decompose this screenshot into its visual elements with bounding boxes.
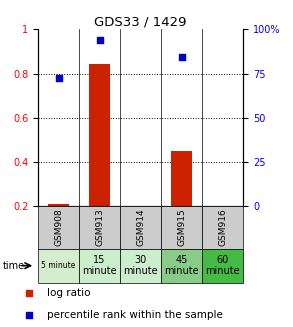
Bar xyxy=(161,249,202,283)
Text: 60
minute: 60 minute xyxy=(205,255,240,277)
Text: percentile rank within the sample: percentile rank within the sample xyxy=(47,310,223,320)
Text: GSM913: GSM913 xyxy=(95,208,104,246)
Text: GSM915: GSM915 xyxy=(177,208,186,246)
Text: log ratio: log ratio xyxy=(47,288,90,299)
Title: GDS33 / 1429: GDS33 / 1429 xyxy=(94,15,187,28)
Bar xyxy=(202,206,243,249)
Text: 5 minute: 5 minute xyxy=(41,261,76,270)
Text: 45
minute: 45 minute xyxy=(164,255,199,277)
Point xyxy=(27,291,32,296)
Text: GSM914: GSM914 xyxy=(136,208,145,246)
Bar xyxy=(89,64,110,206)
Bar xyxy=(79,249,120,283)
Bar xyxy=(38,249,79,283)
Bar xyxy=(38,206,79,249)
Bar xyxy=(48,204,69,206)
Bar xyxy=(161,206,202,249)
Text: time: time xyxy=(3,261,25,271)
Text: 30
minute: 30 minute xyxy=(123,255,158,277)
Point xyxy=(97,38,102,43)
Bar xyxy=(171,151,192,206)
Text: 15
minute: 15 minute xyxy=(82,255,117,277)
Text: GSM916: GSM916 xyxy=(218,208,227,246)
Point xyxy=(27,312,32,317)
Text: GSM908: GSM908 xyxy=(54,208,63,246)
Point xyxy=(179,54,184,60)
Bar xyxy=(120,206,161,249)
Bar xyxy=(79,206,120,249)
Bar xyxy=(202,249,243,283)
Point xyxy=(56,76,61,81)
Bar xyxy=(120,249,161,283)
